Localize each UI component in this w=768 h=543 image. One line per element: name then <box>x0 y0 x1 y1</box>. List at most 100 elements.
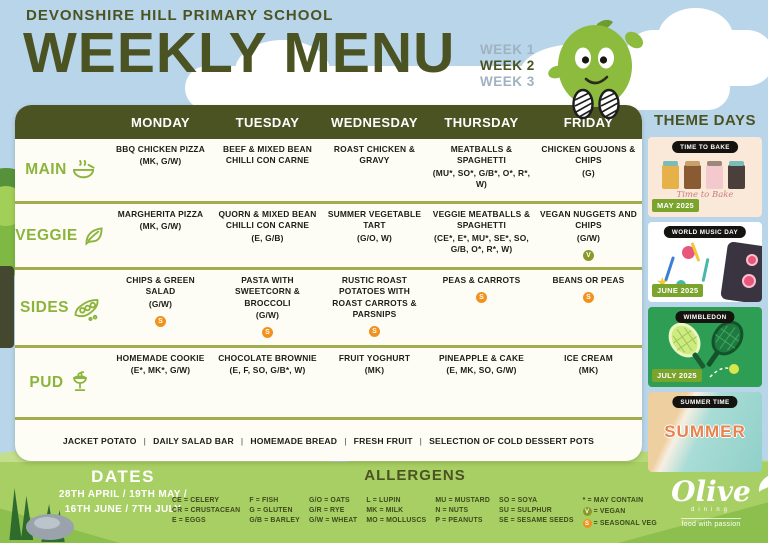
row-divider <box>15 201 642 204</box>
dish-name: BEEF & MIXED BEAN CHILLI CON CARNE <box>222 144 313 166</box>
dish-name: SUMMER VEGETABLE TART <box>327 209 422 231</box>
week-option-2[interactable]: WEEK 2 <box>480 58 535 74</box>
allergen-entry: G/W = WHEAT <box>309 517 357 524</box>
allergen-code: SE <box>499 517 509 524</box>
menu-cell-veggie-friday: VEGAN NUGGETS AND CHIPS (G/W) V <box>535 204 642 267</box>
allergen-entry: S = SEASONAL VEG <box>582 519 657 528</box>
equals-sign: = <box>442 507 447 514</box>
theme-card-date: JULY 2025 <box>652 369 702 382</box>
allergen-name: BARLEY <box>270 517 300 524</box>
equals-sign: = <box>183 497 189 504</box>
allergen-code: G <box>249 507 255 514</box>
seasonal-veg-badge: S <box>262 327 273 339</box>
theme-card-badge: WIMBLEDON <box>675 311 735 323</box>
cloud <box>658 8 733 66</box>
dish-allergens: (G) <box>582 167 595 178</box>
dish-allergens: (E*, MK*, G/W) <box>130 365 191 376</box>
peapod-icon <box>72 295 102 321</box>
equals-sign: = <box>264 517 269 524</box>
allergen-code: G/O <box>308 497 323 504</box>
row-head-veggie: VEGGIE <box>15 204 107 267</box>
allergen-entry: N = NUTS <box>435 507 490 514</box>
allergen-entry: SO = SOYA <box>499 497 574 504</box>
menu-cell-main-wednesday: ROAST CHICKEN & GRAVY <box>321 139 428 201</box>
equals-sign: = <box>587 497 592 504</box>
allergen-code: P <box>435 517 441 524</box>
theme-card-summer: SUMMER TIME SUMMER <box>648 392 762 472</box>
equals-sign: = <box>593 520 598 527</box>
day-header-monday: MONDAY <box>131 114 190 130</box>
allergen-code: CE <box>172 497 182 504</box>
dates-title: DATES <box>91 467 155 486</box>
daily-item: JACKET POTATO <box>62 435 137 446</box>
allergen-code: MO <box>366 517 378 524</box>
allergen-name: PEANUTS <box>448 517 483 524</box>
allergen-entry: G/B = BARLEY <box>249 517 300 524</box>
allergen-code: G/R <box>308 507 322 514</box>
allergen-entry: * = MAY CONTAIN <box>583 497 657 504</box>
allergen-entry: SU = SULPHUR <box>499 507 574 514</box>
dish-allergens: (MK) <box>578 365 599 376</box>
sundae-icon <box>67 369 93 396</box>
equals-sign: = <box>324 497 329 504</box>
olive-mascot-icon <box>547 16 647 125</box>
week-option-3[interactable]: WEEK 3 <box>480 74 535 90</box>
grass-band <box>0 462 768 543</box>
equals-sign: = <box>511 507 516 514</box>
week-selector: WEEK 1 WEEK 2 WEEK 3 <box>480 42 535 91</box>
row-head-main: MAIN <box>15 139 107 201</box>
allergen-name: MAY CONTAIN <box>593 497 644 504</box>
logo-tagline: food with passion <box>681 518 741 528</box>
allergen-code: MK <box>366 507 378 514</box>
seasonal-veg-badge: S <box>155 316 166 328</box>
equals-sign: = <box>178 517 184 524</box>
seasonal-badge: S <box>582 519 592 528</box>
allergen-name: CELERY <box>190 497 220 504</box>
theme-card-badge: SUMMER TIME <box>672 396 738 408</box>
allergen-name: MUSTARD <box>454 497 491 504</box>
row-label: PUD <box>29 373 64 391</box>
allergen-code: SU <box>499 507 510 514</box>
allergen-entry: G = GLUTEN <box>249 507 300 514</box>
theme-card-art <box>648 307 762 387</box>
row-head-pud: PUD <box>15 348 107 417</box>
dish-name: VEGGIE MEATBALLS & SPAGHETTI <box>432 209 531 231</box>
row-label: VEGGIE <box>15 226 78 244</box>
allergen-column: F = FISH G = GLUTEN G/B = BARLEY <box>249 497 300 528</box>
menu-card: MONDAY TUESDAY WEDNESDAY THURSDAY FRIDAY MAI… <box>15 105 642 461</box>
menu-cell-pud-wednesday: FRUIT YOGHURT (MK) <box>321 348 428 417</box>
dish-allergens: (CE*, E*, MU*, SE*, SO, G/B, O*, R*, W) <box>434 232 529 255</box>
allergen-entry: F = FISH <box>249 497 300 504</box>
day-header-friday: FRIDAY <box>563 114 614 130</box>
allergen-name: WHEAT <box>331 517 358 524</box>
menu-cell-sides-tuesday: PASTA WITH SWEETCORN & BROCCOLI (G/W) S <box>214 270 321 345</box>
menu-cell-main-thursday: MEATBALLS & SPAGHETTI (MU*, SO*, G/B*, O*… <box>428 139 535 201</box>
menu-cell-pud-tuesday: CHOCOLATE BROWNIE (E, F, SO, G/B*, W) <box>214 348 321 417</box>
week-option-1[interactable]: WEEK 1 <box>480 42 535 57</box>
logo-subtitle: dining <box>690 507 731 513</box>
dish-name: PEAS & CARROTS <box>442 275 521 285</box>
theme-card-music: ★ WORLD MUSIC DAY JUNE 2025 <box>648 222 762 302</box>
allergen-entry: G/O = OATS <box>309 497 357 504</box>
allergen-column: G/O = OATS G/R = RYE G/W = WHEAT <box>309 497 357 528</box>
dish-name: BBQ CHICKEN PIZZA <box>115 144 205 154</box>
menu-cell-veggie-monday: MARGHERITA PIZZA (MK, G/W) <box>107 204 214 267</box>
menu-cell-veggie-wednesday: SUMMER VEGETABLE TART (G/O, W) <box>321 204 428 267</box>
allergen-name: OATS <box>330 497 350 504</box>
allergen-name: NUTS <box>448 507 469 514</box>
allergen-column: * = MAY CONTAIN V = VEGAN S = SEASONAL VEG <box>582 497 657 528</box>
seasonal-veg-badge: S <box>369 326 380 338</box>
dish-allergens: (MK, G/W) <box>139 156 182 167</box>
row-divider <box>15 345 642 348</box>
allergen-code: MU <box>435 497 447 504</box>
allergen-entry: E = EGGS <box>172 517 240 524</box>
allergen-code: N <box>435 507 441 514</box>
allergen-entry: MO = MOLLUSCS <box>366 517 426 524</box>
dish-allergens: (E, MK, SO, G/W) <box>446 365 517 376</box>
day-header-row: MONDAY TUESDAY WEDNESDAY THURSDAY FRIDAY <box>15 105 642 139</box>
dish-name: CHIPS & GREEN SALAD <box>126 275 195 297</box>
theme-card-date: MAY 2025 <box>652 199 700 212</box>
menu-cell-pud-thursday: PINEAPPLE & CAKE (E, MK, SO, G/W) <box>428 348 535 417</box>
dish-name: HOMEMADE COOKIE <box>116 353 205 363</box>
row-label: MAIN <box>25 161 67 178</box>
